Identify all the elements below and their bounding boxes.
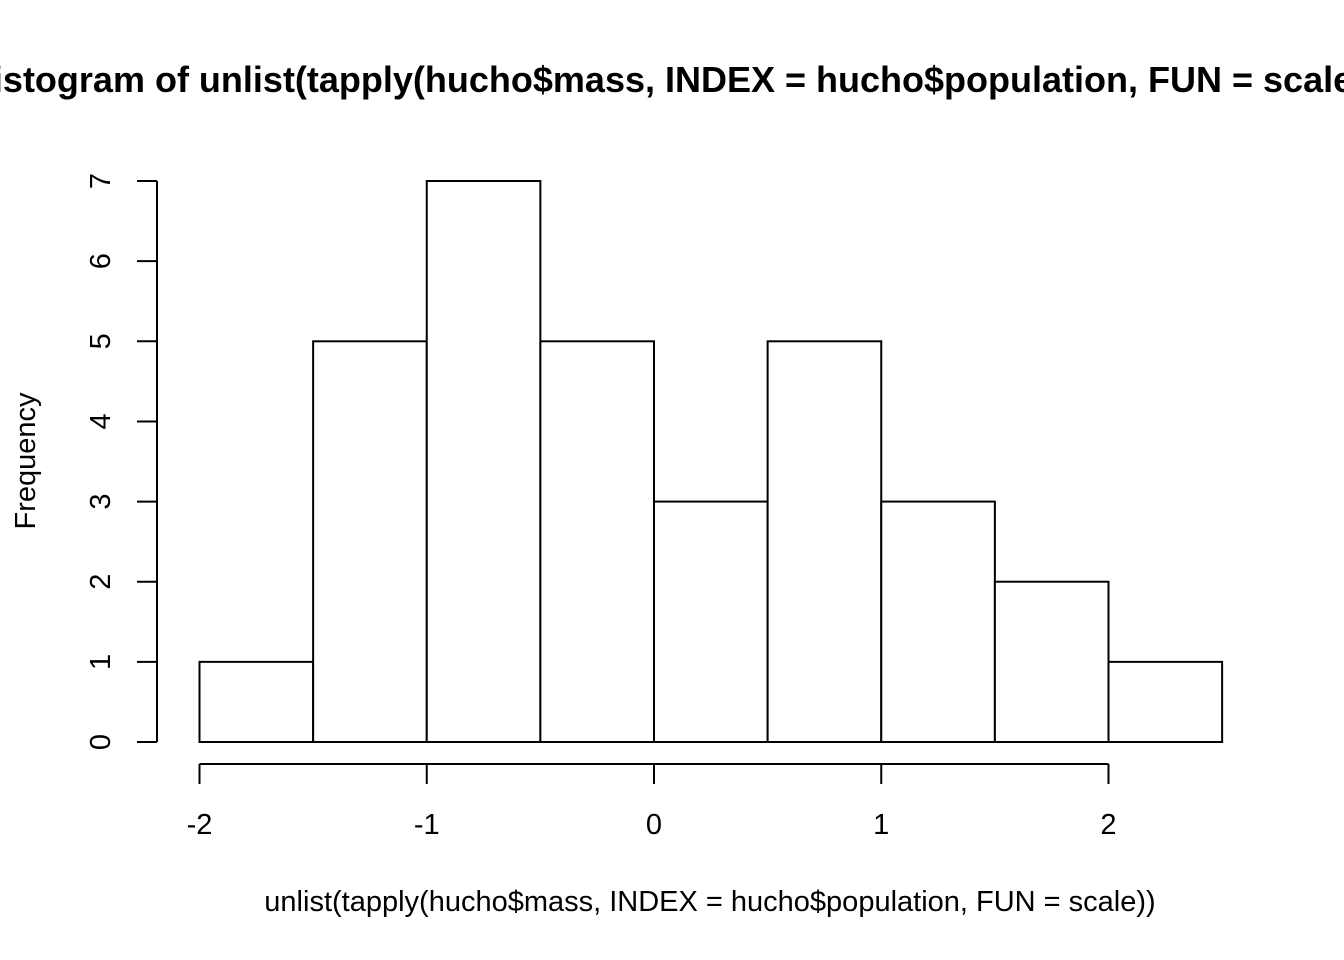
y-tick-label: 1 (85, 654, 117, 670)
x-axis: -2 -1 0 1 2 (187, 763, 1117, 841)
x-tick-label: -2 (187, 809, 213, 841)
bars-group (198, 180, 1224, 743)
histogram-bar (653, 500, 769, 743)
histogram-bar (198, 660, 315, 743)
x-tick-label: 1 (873, 809, 889, 841)
histogram-bar (766, 340, 883, 743)
y-tick-label: 6 (85, 253, 117, 269)
histogram-bar (880, 500, 996, 743)
x-tick-label: -1 (414, 809, 440, 841)
histogram-bar (1107, 660, 1224, 743)
y-axis: 0 1 2 3 4 5 6 7 (85, 173, 158, 750)
y-tick-label: 5 (85, 333, 117, 349)
y-tick-label: 0 (85, 734, 117, 750)
histogram-bar (312, 340, 428, 743)
y-tick-label: 2 (85, 574, 117, 590)
y-tick-label: 7 (85, 173, 117, 189)
histogram-bar (539, 340, 655, 743)
y-tick-label: 4 (85, 413, 117, 429)
y-tick-label: 3 (85, 494, 117, 510)
x-tick-label: 0 (646, 809, 662, 841)
x-tick-label: 2 (1100, 809, 1116, 841)
x-axis-label: unlist(tapply(hucho$mass, INDEX = hucho$… (264, 886, 1155, 918)
histogram-bar (425, 180, 542, 743)
chart-title: Histogram of unlist(tapply(hucho$mass, I… (0, 59, 1344, 100)
histogram-bar (993, 580, 1110, 743)
y-axis-label: Frequency (10, 392, 42, 530)
